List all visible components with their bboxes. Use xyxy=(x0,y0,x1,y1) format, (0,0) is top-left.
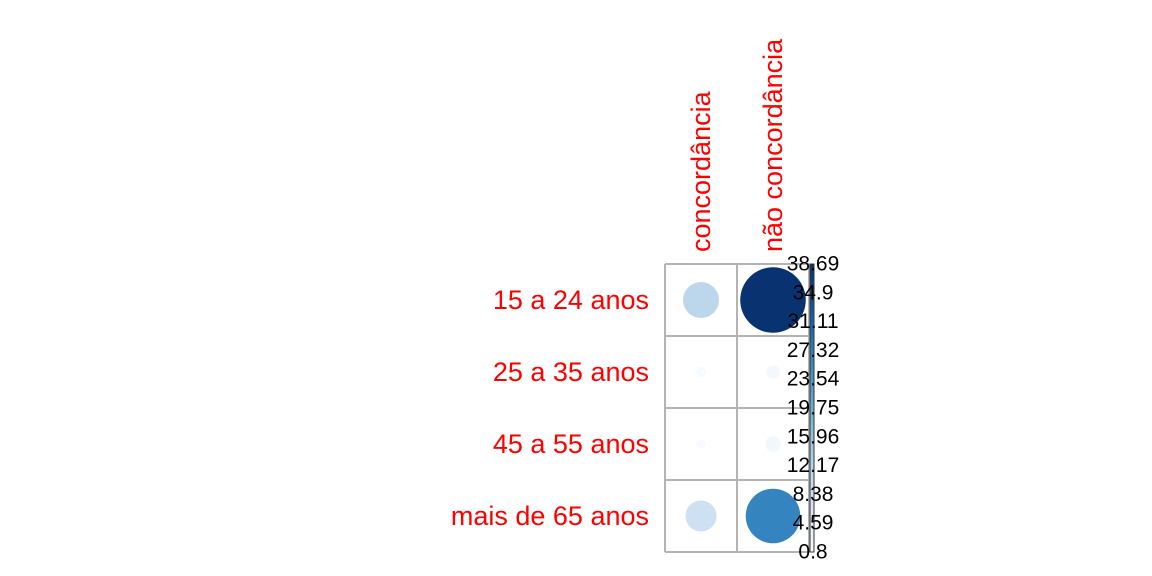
row-label: 25 a 35 anos xyxy=(493,357,649,387)
color-legend-tick-label: 23.54 xyxy=(787,368,840,391)
column-labels: concordância não concordância xyxy=(686,38,788,252)
color-legend-ticks: 38.69 34.9 31.11 27.32 23.54 19.75 15.96 12.17 8… xyxy=(787,253,840,564)
circle-15-a-24-anos-1 xyxy=(740,267,806,333)
color-legend-tick-label: 0.8 xyxy=(798,541,827,564)
column-label: concordância xyxy=(686,90,716,252)
row-labels: 15 a 24 anos 25 a 35 anos 45 a 55 anos mais… xyxy=(451,285,649,531)
color-legend-tick-label: 34.9 xyxy=(793,281,834,304)
circle-15-a-24-anos-0 xyxy=(683,282,719,318)
circles xyxy=(683,267,806,544)
color-legend-tick-label: 19.75 xyxy=(787,397,840,420)
row-label: 15 a 24 anos xyxy=(493,285,649,315)
color-legend-tick-label: 4.59 xyxy=(793,512,834,535)
row-label: mais de 65 anos xyxy=(451,501,649,531)
color-legend-tick-label: 8.38 xyxy=(793,483,834,506)
column-label: não concordância xyxy=(758,38,788,252)
color-legend-tick-label: 15.96 xyxy=(787,425,840,448)
circle-45-a-55-anos-1 xyxy=(765,436,781,452)
color-legend-bar xyxy=(809,263,815,553)
color-legend-tick-label: 27.32 xyxy=(787,339,840,362)
color-legend: 38.69 34.9 31.11 27.32 23.54 19.75 15.96 12.17 8… xyxy=(787,253,840,564)
circle-mais-de-65-anos-1 xyxy=(745,488,801,544)
row-label: 45 a 55 anos xyxy=(493,429,649,459)
color-legend-tick-label: 38.69 xyxy=(787,253,840,276)
color-legend-tick-label: 31.11 xyxy=(788,310,839,333)
circle-25-a-35-anos-1 xyxy=(766,365,780,379)
circle-25-a-35-anos-0 xyxy=(695,366,707,378)
circle-mais-de-65-anos-0 xyxy=(685,500,717,532)
color-legend-tick-label: 12.17 xyxy=(787,454,840,477)
circle-45-a-55-anos-0 xyxy=(696,439,706,449)
grid xyxy=(664,263,810,553)
